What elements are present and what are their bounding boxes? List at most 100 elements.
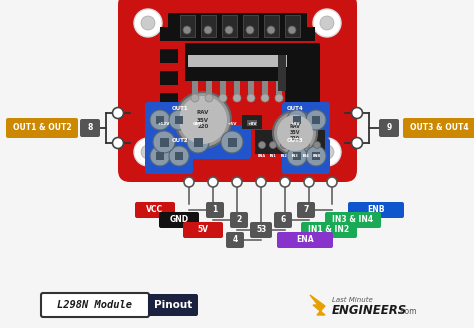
FancyBboxPatch shape (282, 102, 330, 138)
FancyBboxPatch shape (297, 202, 315, 218)
Text: +12V: +12V (158, 122, 170, 126)
Circle shape (141, 16, 155, 30)
Text: RAV: RAV (290, 125, 301, 130)
Text: OUT3: OUT3 (287, 137, 303, 142)
Circle shape (233, 94, 241, 102)
Bar (262, 81, 268, 95)
Circle shape (306, 146, 326, 166)
Circle shape (267, 26, 275, 34)
Circle shape (112, 137, 124, 149)
Circle shape (320, 145, 334, 159)
Text: 35V: 35V (197, 117, 209, 122)
Text: ENA: ENA (296, 236, 314, 244)
Circle shape (277, 115, 313, 151)
Text: ENB: ENB (313, 154, 321, 158)
Circle shape (191, 94, 199, 102)
FancyBboxPatch shape (403, 118, 474, 138)
Bar (297, 49, 315, 63)
Bar (276, 81, 282, 95)
Bar (242, 115, 262, 129)
Text: IN3 & IN4: IN3 & IN4 (332, 215, 374, 224)
FancyBboxPatch shape (282, 138, 330, 174)
Circle shape (247, 94, 255, 102)
Circle shape (184, 177, 194, 187)
Bar (180, 15, 195, 37)
Bar (248, 81, 254, 95)
FancyBboxPatch shape (6, 118, 78, 138)
Circle shape (246, 26, 254, 34)
Circle shape (327, 177, 337, 187)
Text: 3: 3 (260, 226, 265, 235)
Bar (247, 120, 257, 126)
Bar (156, 116, 164, 124)
Text: +8V: +8V (247, 122, 257, 126)
Circle shape (281, 141, 288, 149)
Circle shape (225, 26, 233, 34)
Bar (185, 43, 290, 81)
FancyBboxPatch shape (145, 125, 251, 159)
Circle shape (204, 26, 212, 34)
FancyBboxPatch shape (274, 212, 292, 228)
Circle shape (112, 108, 124, 118)
FancyBboxPatch shape (254, 222, 272, 238)
Circle shape (179, 96, 227, 144)
Circle shape (153, 131, 175, 153)
Text: IN4: IN4 (302, 154, 310, 158)
Text: GND: GND (169, 215, 189, 224)
Text: 6: 6 (281, 215, 286, 224)
Bar (285, 43, 320, 103)
Circle shape (208, 177, 218, 187)
FancyBboxPatch shape (379, 119, 399, 137)
Bar (285, 15, 300, 37)
FancyBboxPatch shape (118, 0, 357, 182)
Bar (297, 93, 315, 107)
Text: VCC: VCC (146, 206, 164, 215)
Circle shape (270, 141, 276, 149)
Polygon shape (310, 295, 325, 315)
Bar (206, 81, 212, 95)
Text: 220: 220 (197, 125, 209, 130)
FancyBboxPatch shape (148, 294, 198, 316)
Circle shape (175, 92, 231, 148)
Circle shape (169, 146, 189, 166)
Bar (156, 152, 164, 160)
Circle shape (313, 141, 320, 149)
Circle shape (313, 9, 341, 37)
Circle shape (141, 145, 155, 159)
Text: 4: 4 (232, 236, 237, 244)
Text: +8V: +8V (290, 122, 300, 126)
Bar (192, 81, 198, 95)
Text: ENA: ENA (258, 154, 266, 158)
Bar (160, 49, 178, 63)
Text: 7: 7 (303, 206, 309, 215)
Bar (243, 15, 258, 37)
Bar (264, 15, 279, 37)
Text: 220: 220 (290, 136, 300, 141)
Circle shape (150, 146, 170, 166)
Circle shape (275, 94, 283, 102)
Bar (278, 55, 286, 91)
Circle shape (219, 94, 227, 102)
Circle shape (280, 177, 290, 187)
Circle shape (288, 26, 296, 34)
Circle shape (134, 138, 162, 166)
Circle shape (134, 9, 162, 37)
Text: IN3: IN3 (292, 154, 298, 158)
FancyBboxPatch shape (348, 202, 404, 218)
Bar (160, 27, 178, 41)
Circle shape (292, 141, 299, 149)
FancyBboxPatch shape (301, 222, 357, 238)
Circle shape (306, 110, 326, 130)
Text: OUT1: OUT1 (172, 106, 188, 111)
FancyBboxPatch shape (80, 119, 100, 137)
FancyBboxPatch shape (226, 232, 244, 248)
Bar (160, 138, 169, 147)
Circle shape (302, 141, 310, 149)
Bar (222, 15, 237, 37)
Bar (168, 13, 307, 41)
Circle shape (352, 108, 363, 118)
Circle shape (287, 110, 307, 130)
Text: GND: GND (193, 122, 203, 126)
Bar (234, 81, 240, 95)
FancyBboxPatch shape (325, 212, 381, 228)
